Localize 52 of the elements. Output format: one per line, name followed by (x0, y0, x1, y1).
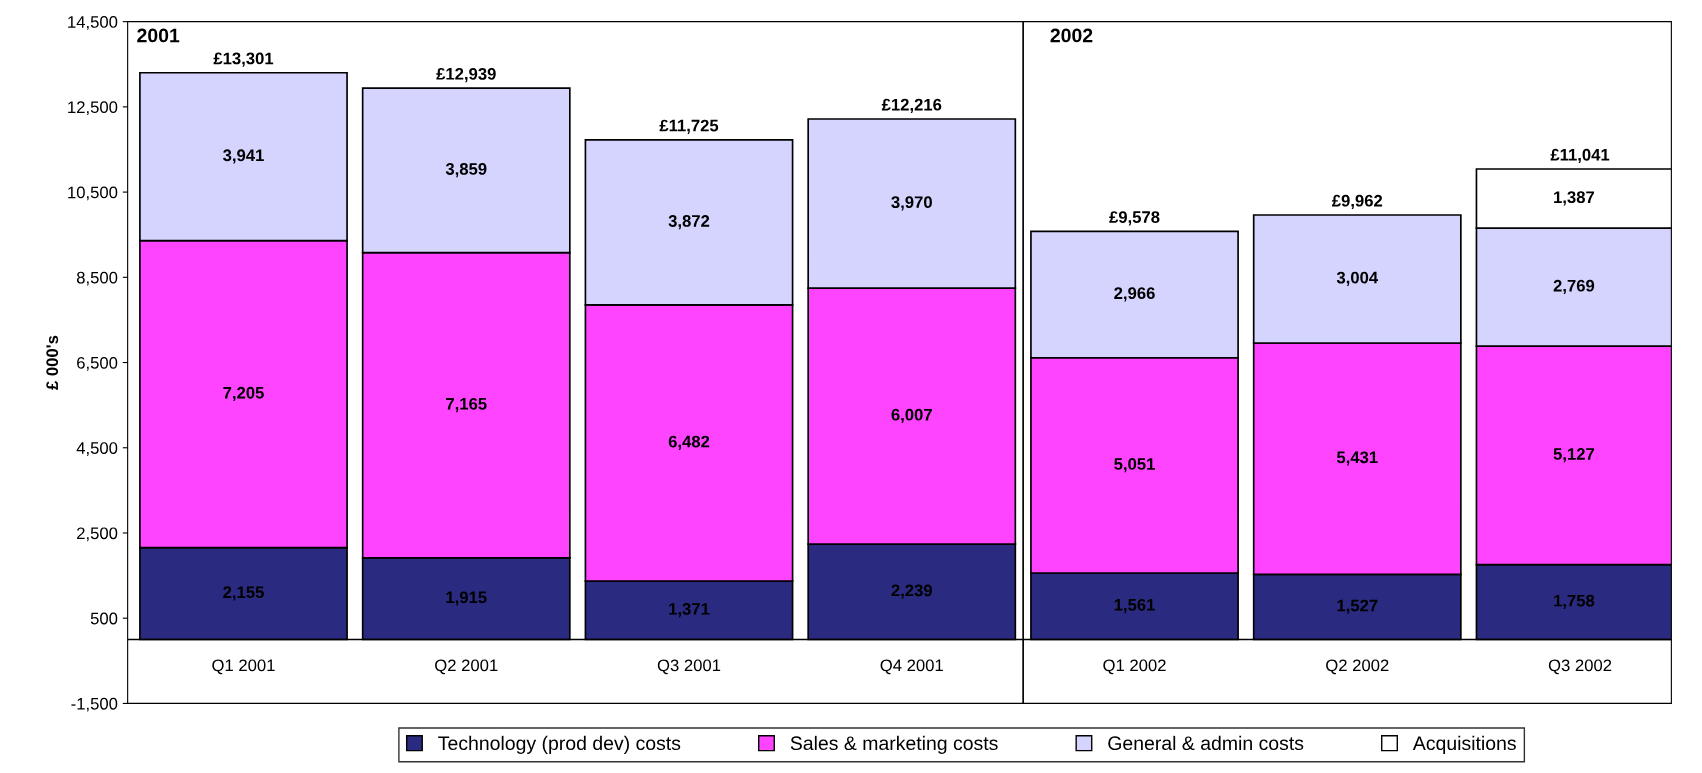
data-label: 3,970 (891, 196, 932, 211)
x-tick-label: Q3 2001 (657, 659, 721, 675)
data-label: 1,915 (446, 591, 487, 606)
annotation: 2002 (1050, 28, 1093, 43)
total-label: £12,939 (436, 67, 496, 83)
y-tick-label: 14,500 (68, 16, 118, 30)
data-label: 2,239 (891, 584, 932, 599)
data-label: 7,205 (223, 386, 264, 402)
y-tick-label: 500 (90, 612, 118, 625)
y-tick-label: 6,500 (77, 356, 118, 371)
total-label: £11,725 (659, 119, 719, 134)
legend-label: Sales & marketing costs (790, 735, 998, 754)
x-tick-label: Q1 2001 (212, 659, 275, 675)
data-label: 3,941 (223, 149, 264, 164)
data-label: 5,431 (1336, 451, 1378, 466)
data-label: 6,482 (668, 435, 710, 450)
total-label: £9,962 (1331, 194, 1383, 210)
data-label: 2,769 (1553, 279, 1595, 295)
y-tick-label: 10,500 (68, 186, 118, 201)
y-tick-label: 2,500 (77, 527, 118, 542)
data-label: 6,007 (891, 408, 932, 424)
x-tick-label: Q3 2002 (1548, 659, 1612, 675)
data-label: 3,004 (1336, 271, 1379, 286)
legend-label: Technology (prod dev) costs (438, 735, 681, 754)
y-tick-label: 8,500 (76, 271, 118, 286)
x-tick-label: Q2 2001 (435, 659, 498, 675)
y-tick-label: -1,500 (71, 697, 118, 712)
data-label: 2,155 (223, 586, 264, 601)
y-tick-label: 4,500 (76, 442, 118, 456)
data-label: 1,561 (1114, 598, 1155, 614)
y-axis-title: £ 000's (46, 335, 59, 390)
total-label: £13,301 (213, 52, 274, 67)
data-label: 1,758 (1554, 594, 1595, 609)
data-label: 1,527 (1337, 599, 1378, 614)
data-label: 7,165 (446, 397, 487, 413)
legend-label: General & admin costs (1108, 735, 1304, 751)
total-label: £12,216 (881, 98, 942, 113)
x-tick-label: Q2 2002 (1326, 659, 1389, 675)
data-label: 1,371 (669, 602, 710, 618)
total-label: £11,041 (1550, 148, 1610, 164)
data-label: 3,859 (445, 163, 487, 178)
annotation: 2001 (137, 28, 180, 43)
data-label: 3,872 (668, 215, 710, 230)
data-label: 5,051 (1114, 458, 1155, 473)
data-label: 1,387 (1554, 191, 1595, 206)
data-label: 5,127 (1553, 448, 1595, 463)
x-tick-label: Q4 2001 (880, 659, 943, 675)
y-tick-label: 12,500 (68, 101, 118, 116)
legend-label: Acquisitions (1412, 735, 1516, 754)
x-tick-label: Q1 2002 (1103, 659, 1166, 675)
total-label: £9,578 (1109, 211, 1160, 226)
data-label: 2,966 (1114, 287, 1155, 302)
